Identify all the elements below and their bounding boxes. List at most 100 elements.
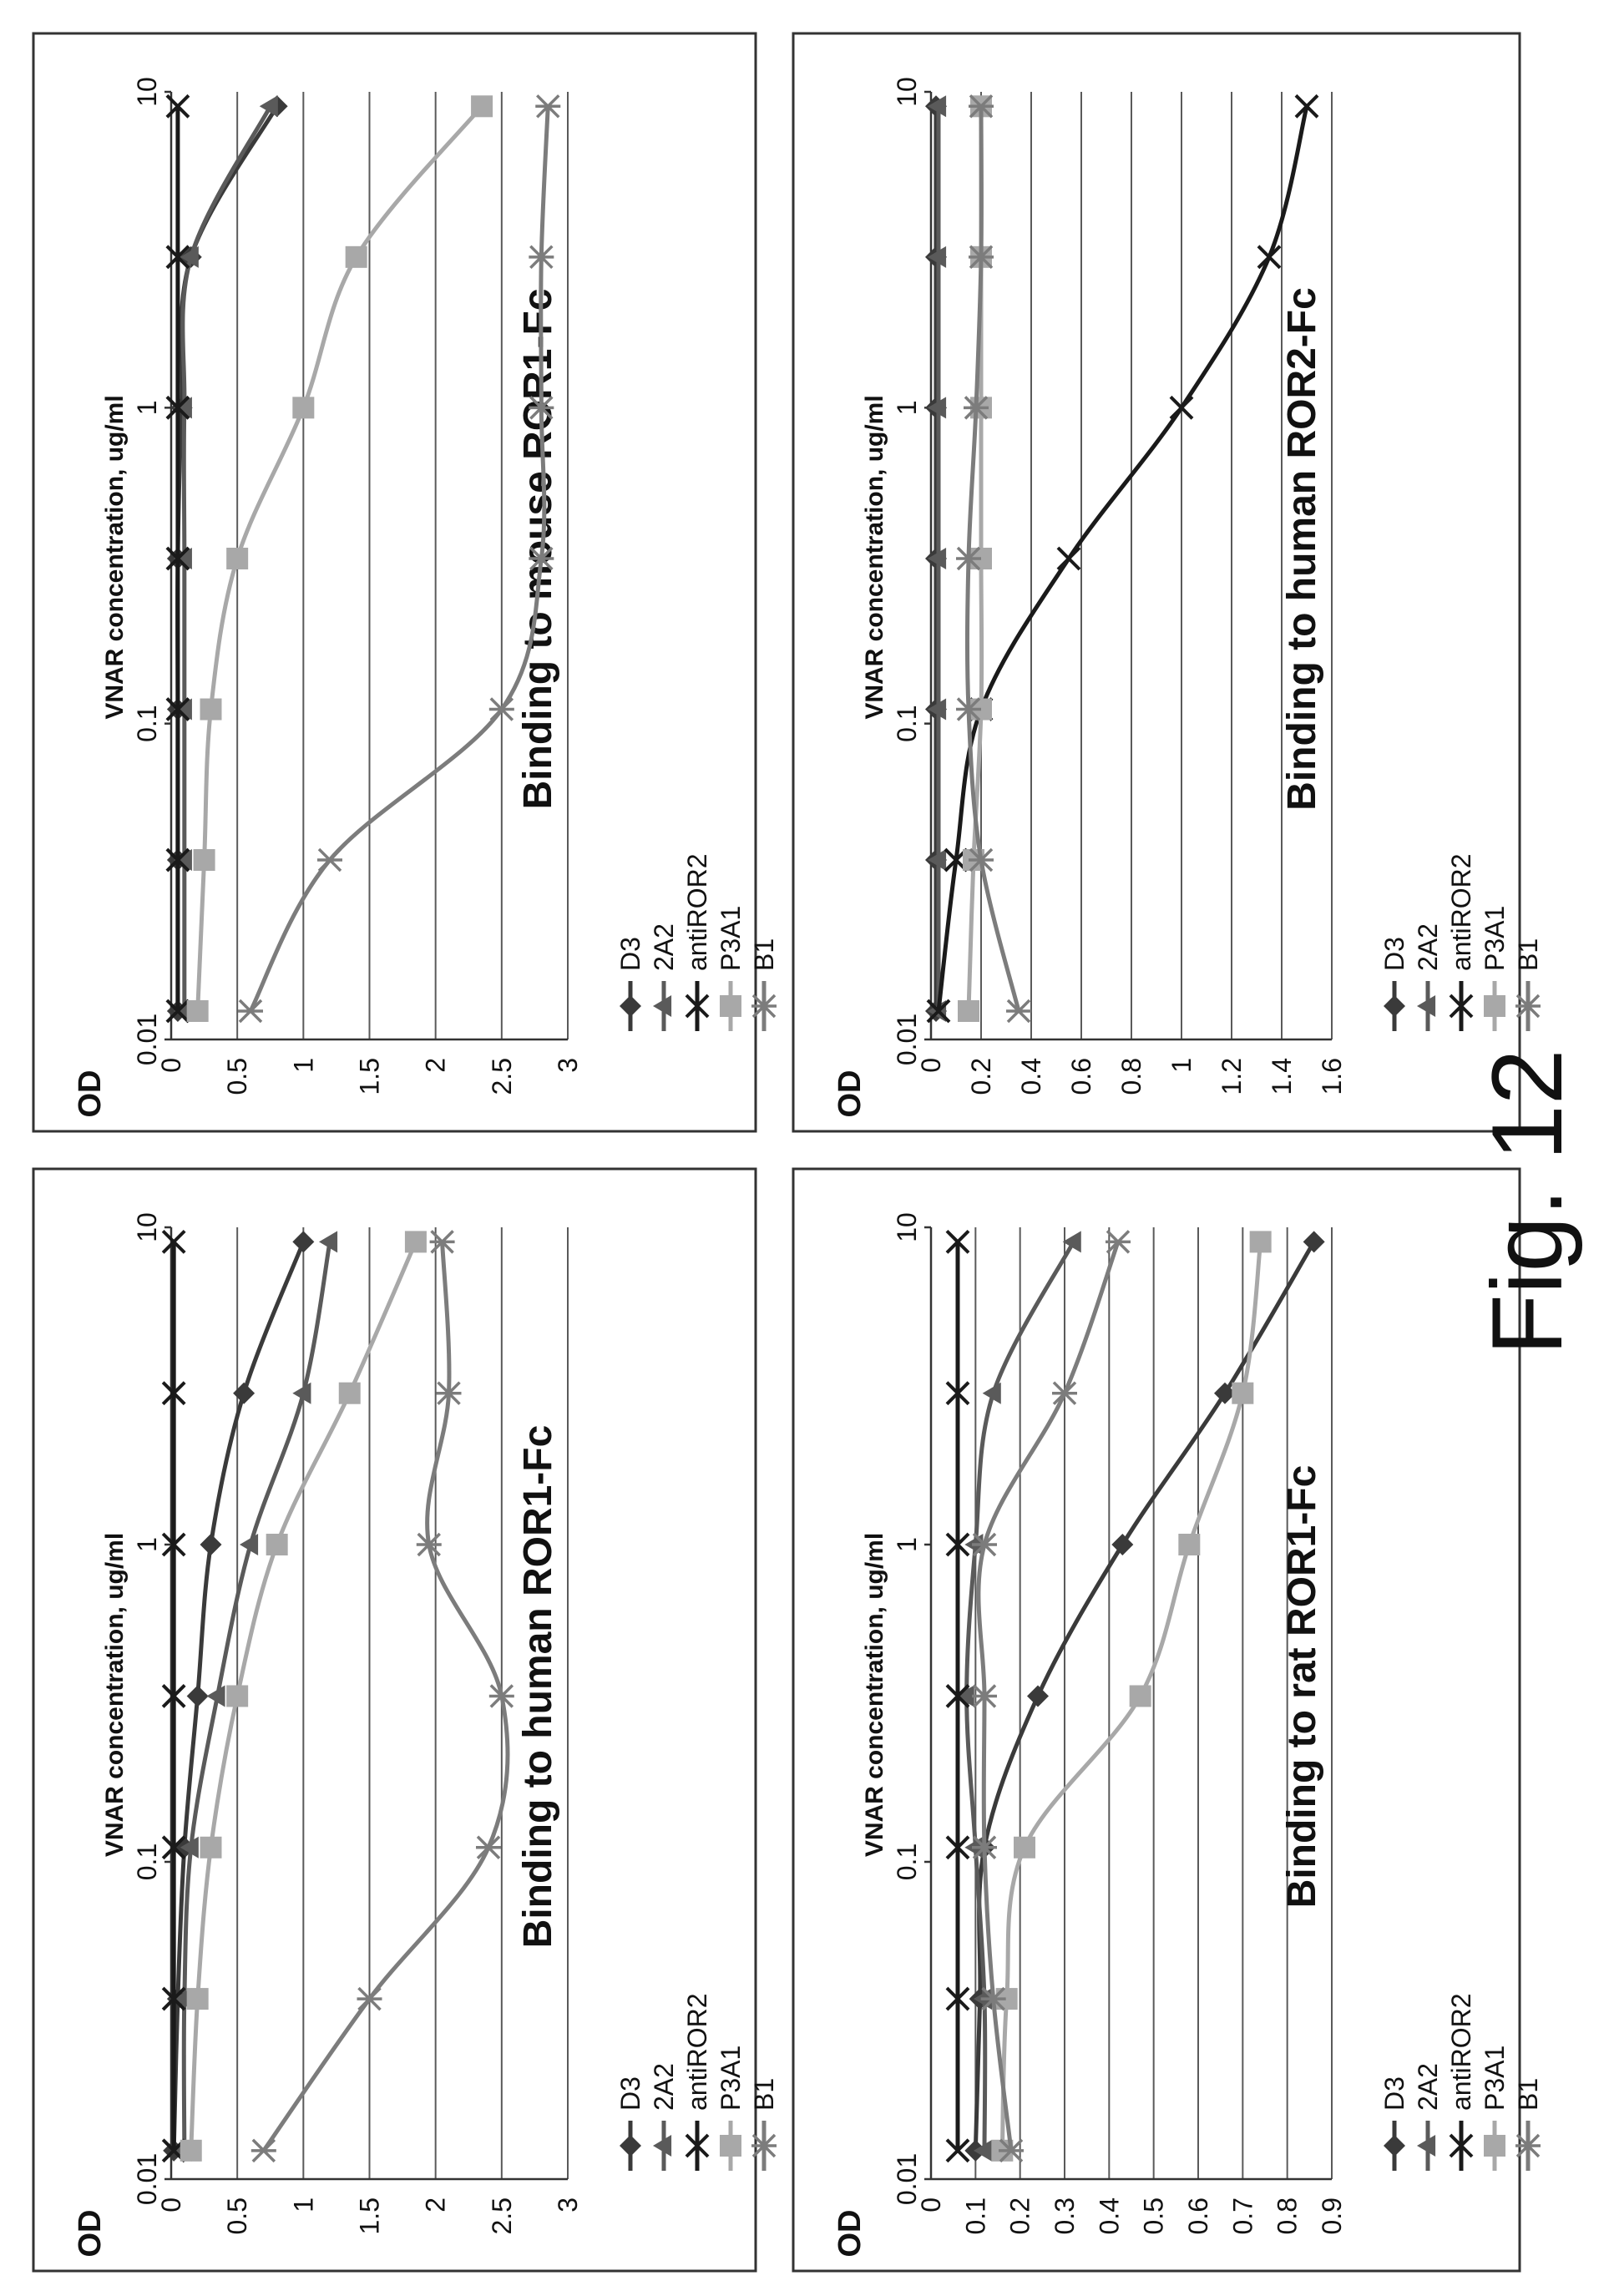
y-tick-label: 1.5 [355, 1058, 385, 1095]
data-point [969, 245, 994, 270]
legend-label: antiROR2 [1446, 854, 1476, 972]
data-point [226, 548, 249, 570]
data-point [165, 94, 190, 119]
data-point [999, 2138, 1024, 2163]
data-point [488, 1684, 514, 1708]
legend-label: D3 [615, 937, 645, 971]
y-tick-label: 1.5 [355, 2197, 385, 2234]
legend-label: P3A1 [1480, 906, 1510, 971]
data-point [317, 847, 342, 872]
figure-caption: Fig. 12 [1471, 1049, 1583, 1356]
x-tick-label: 10 [132, 1212, 162, 1242]
data-point [928, 849, 947, 872]
chart-title: Binding to mouse ROR1-Fc [516, 289, 560, 810]
x-tick-label: 0.1 [132, 705, 162, 741]
data-point [1257, 245, 1282, 270]
y-tick-label: 1 [1166, 1058, 1197, 1073]
y-tick-label: 0 [156, 2197, 186, 2213]
data-point [238, 999, 263, 1024]
chart-panel: 0 0.5 1 1.5 2 2.5 3 0.01 0.1 1 10 OD VNAR concentrat… [32, 1167, 779, 2273]
legend-marker [620, 2135, 641, 2157]
data-point [161, 1986, 186, 2011]
data-point [161, 1835, 186, 1860]
legend-marker [1449, 994, 1474, 1019]
legend-label: P3A1 [716, 2046, 746, 2111]
data-point [404, 1231, 427, 1253]
x-tick-label: 0.01 [892, 2153, 922, 2205]
data-point [161, 1532, 186, 1557]
legend-marker [1384, 995, 1405, 1017]
y-tick-label: 0.9 [1317, 2197, 1347, 2234]
legend-marker [751, 2133, 777, 2158]
y-tick-label: 1.4 [1267, 1058, 1297, 1095]
data-point [974, 2139, 993, 2162]
data-point [319, 1231, 338, 1253]
data-point [345, 245, 367, 268]
data-point [206, 1685, 225, 1707]
x-tick-label: 10 [892, 77, 922, 107]
data-point [1129, 1685, 1151, 1707]
legend-marker [1449, 2133, 1474, 2158]
y-tick-label: 0.1 [960, 2197, 990, 2234]
data-point [165, 847, 190, 872]
y-tick-label: 0.5 [1139, 2197, 1169, 2234]
data-point [173, 548, 192, 570]
data-point [186, 999, 209, 1022]
legend-marker [685, 2133, 710, 2158]
data-point [969, 847, 994, 872]
y-tick-label: 0 [916, 2197, 946, 2213]
data-point [1294, 94, 1319, 119]
data-point [173, 849, 192, 872]
x-tick-label: 10 [132, 77, 162, 107]
data-point [955, 1685, 974, 1707]
x-tick-label: 1 [892, 1537, 922, 1552]
y-tick-label: 3 [553, 2197, 583, 2213]
x-tick-label: 1 [132, 400, 162, 415]
data-point [945, 1684, 970, 1708]
data-point [945, 2138, 970, 2163]
data-point [928, 548, 947, 570]
data-point [338, 1382, 361, 1404]
chart-panel: 0 0.5 1 1.5 2 2.5 3 0.01 0.1 1 10 OD VNAR concentrat… [32, 32, 779, 1133]
x-tick-label: 1 [132, 1537, 162, 1552]
y-tick-label: 0 [916, 1058, 946, 1073]
legend-marker [1417, 995, 1436, 1017]
chart-panel: 0 0.1 0.2 0.3 0.4 0.5 0.6 0.7 0.8 0.9 0.01 0.1 1 10 OD… [792, 1167, 1543, 2273]
data-point [200, 698, 222, 721]
y-tick-label: 0 [156, 1058, 186, 1073]
legend-marker [1384, 2135, 1405, 2157]
y-tick-label: 2.5 [487, 1058, 517, 1095]
data-point [292, 397, 315, 419]
data-point [972, 1835, 997, 1860]
data-point [1106, 1230, 1131, 1254]
chart-title: Binding to human ROR2-Fc [1280, 287, 1324, 811]
data-point [357, 1986, 382, 2011]
y-axis-title: OD [73, 1070, 108, 1118]
data-point [945, 1381, 970, 1406]
data-point [173, 397, 192, 419]
data-point [429, 1230, 455, 1254]
data-point [956, 697, 981, 721]
x-tick-label: 0.01 [132, 1014, 162, 1065]
legend-label: B1 [1513, 2078, 1543, 2111]
legend-label: antiROR2 [682, 1994, 712, 2111]
x-tick-label: 0.01 [892, 1014, 922, 1065]
y-tick-label: 2.5 [487, 2197, 517, 2234]
y-tick-label: 0.2 [966, 1058, 996, 1095]
data-point [926, 999, 951, 1024]
y-tick-label: 0.3 [1050, 2197, 1080, 2234]
data-point [945, 1229, 970, 1254]
y-axis-title: OD [73, 2210, 108, 2258]
data-point [980, 1986, 1006, 2011]
legend-marker [685, 994, 710, 1019]
y-tick-label: 0.7 [1227, 2197, 1257, 2234]
data-point [186, 1685, 209, 1707]
legend-label: P3A1 [1480, 2046, 1510, 2111]
data-point [233, 1382, 256, 1404]
data-point [928, 245, 947, 268]
legend-label: antiROR2 [682, 854, 712, 972]
data-point [972, 1684, 997, 1708]
legend-label: 2A2 [649, 923, 679, 971]
data-point [250, 2138, 276, 2163]
